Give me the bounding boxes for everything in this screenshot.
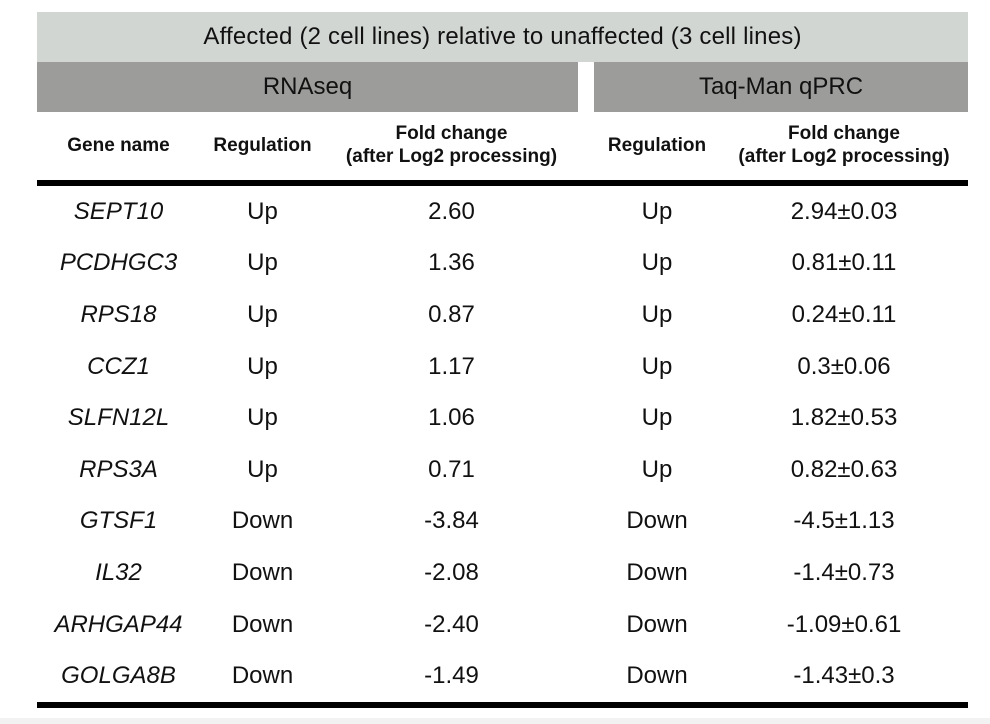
section-label-rnaseq: RNAseq: [262, 73, 353, 100]
taqman-fold-change-cell: 0.82±0.63: [790, 455, 898, 483]
taqman-fold-change-cell: 2.94±0.03: [790, 197, 898, 225]
rnaseq-fold-change-cell: -1.49: [424, 662, 479, 690]
rnaseq-fold-change-cell: 1.17: [428, 352, 475, 380]
results-table: Affected (2 cell lines) relative to unaf…: [37, 12, 968, 708]
section-header-taqman: Taq-Man qPRC: [594, 62, 968, 112]
table-body: SEPT10 Up 2.60 Up 2.94±0.03 PCDHGC3 Up 1…: [37, 186, 968, 702]
gene-name-cell: GTSF1: [79, 507, 158, 535]
gene-name-cell: ARHGAP44: [54, 610, 183, 638]
taqman-regulation-cell: Up: [641, 197, 673, 225]
table-row: SLFN12L Up 1.06 Up 1.82±0.53: [37, 392, 968, 444]
taqman-regulation-cell: Down: [626, 507, 688, 535]
rnaseq-regulation-cell: Up: [247, 249, 278, 277]
table-row: RPS3A Up 0.71 Up 0.82±0.63: [37, 444, 968, 496]
table-title: Affected (2 cell lines) relative to unaf…: [203, 23, 802, 50]
header-rule: [37, 180, 968, 186]
fold-change-line2: (after Log2 processing): [345, 146, 558, 167]
taqman-fold-change-cell: 1.82±0.53: [790, 404, 898, 432]
rnaseq-regulation-cell: Down: [231, 610, 294, 638]
rnaseq-fold-change-cell: 0.87: [428, 300, 475, 328]
taqman-regulation-cell: Down: [626, 558, 688, 586]
rnaseq-fold-change-cell: -2.40: [424, 610, 479, 638]
gene-name-cell: RPS3A: [79, 455, 158, 483]
gene-name-cell: SEPT10: [73, 197, 164, 225]
rnaseq-regulation-cell: Up: [247, 455, 278, 483]
rnaseq-regulation-cell: Down: [231, 558, 294, 586]
table-row: IL32 Down -2.08 Down -1.4±0.73: [37, 547, 968, 599]
taqman-fold-change-cell: -1.43±0.3: [793, 662, 895, 690]
gene-name-cell: RPS18: [80, 300, 157, 328]
table-row: ARHGAP44 Down -2.40 Down -1.09±0.61: [37, 599, 968, 651]
table-row: GOLGA8B Down -1.49 Down -1.43±0.3: [37, 650, 968, 702]
taqman-regulation-cell: Up: [641, 455, 673, 483]
taqman-regulation-cell: Up: [641, 404, 673, 432]
table-row: GTSF1 Down -3.84 Down -4.5±1.13: [37, 496, 968, 548]
gene-name-cell: PCDHGC3: [59, 249, 178, 277]
table-title-band: Affected (2 cell lines) relative to unaf…: [37, 12, 968, 62]
section-header-row: RNAseq Taq-Man qPRC: [37, 62, 968, 112]
rnaseq-regulation-cell: Up: [247, 197, 278, 225]
taqman-fold-change-cell: 0.81±0.11: [791, 249, 897, 277]
table-row: SEPT10 Up 2.60 Up 2.94±0.03: [37, 186, 968, 238]
table-row: RPS18 Up 0.87 Up 0.24±0.11: [37, 289, 968, 341]
fold-change-line1: Fold change: [788, 123, 900, 145]
section-divider: [578, 62, 594, 112]
section-label-taqman: Taq-Man qPRC: [698, 73, 864, 100]
gene-name-cell: IL32: [95, 558, 142, 586]
section-header-rnaseq: RNAseq: [37, 62, 578, 112]
taqman-fold-change-cell: -1.09±0.61: [786, 610, 902, 638]
col-header-fold-change-rnaseq: Fold change (after Log2 processing): [325, 123, 578, 169]
bottom-rule: [37, 701, 968, 708]
taqman-regulation-cell: Up: [641, 300, 673, 328]
rnaseq-fold-change-cell: 0.71: [428, 455, 475, 483]
taqman-regulation-cell: Up: [641, 249, 673, 277]
col-header-regulation-taqman: Regulation: [607, 134, 707, 156]
col-header-gene-name: Gene name: [67, 134, 170, 156]
gene-name-cell: CCZ1: [87, 352, 150, 380]
col-header-fold-change-taqman: Fold change (after Log2 processing): [720, 123, 968, 169]
rnaseq-regulation-cell: Up: [247, 300, 278, 328]
col-header-regulation-rnaseq: Regulation: [213, 134, 312, 156]
rnaseq-regulation-cell: Down: [231, 662, 294, 690]
taqman-fold-change-cell: 0.3±0.06: [797, 352, 891, 380]
taqman-fold-change-cell: 0.24±0.11: [791, 300, 897, 328]
rnaseq-fold-change-cell: -2.08: [424, 558, 479, 586]
table-row: CCZ1 Up 1.17 Up 0.3±0.06: [37, 341, 968, 393]
fold-change-line2: (after Log2 processing): [738, 146, 950, 167]
rnaseq-fold-change-cell: 1.36: [428, 249, 475, 277]
fold-change-line1: Fold change: [395, 123, 508, 145]
taqman-regulation-cell: Up: [641, 352, 673, 380]
page-bottom-edge: [0, 718, 990, 724]
column-header-row: Gene name Regulation Fold change (after …: [37, 112, 968, 180]
rnaseq-regulation-cell: Up: [247, 352, 278, 380]
rnaseq-fold-change-cell: -3.84: [424, 507, 479, 535]
taqman-fold-change-cell: -4.5±1.13: [793, 507, 895, 535]
taqman-fold-change-cell: -1.4±0.73: [793, 558, 895, 586]
gene-name-cell: SLFN12L: [67, 404, 170, 432]
table-row: PCDHGC3 Up 1.36 Up 0.81±0.11: [37, 238, 968, 290]
rnaseq-fold-change-cell: 2.60: [428, 197, 475, 225]
rnaseq-regulation-cell: Up: [247, 404, 278, 432]
taqman-regulation-cell: Down: [626, 662, 688, 690]
rnaseq-fold-change-cell: 1.06: [428, 404, 475, 432]
gene-name-cell: GOLGA8B: [61, 662, 176, 690]
rnaseq-regulation-cell: Down: [231, 507, 294, 535]
taqman-regulation-cell: Down: [626, 610, 688, 638]
